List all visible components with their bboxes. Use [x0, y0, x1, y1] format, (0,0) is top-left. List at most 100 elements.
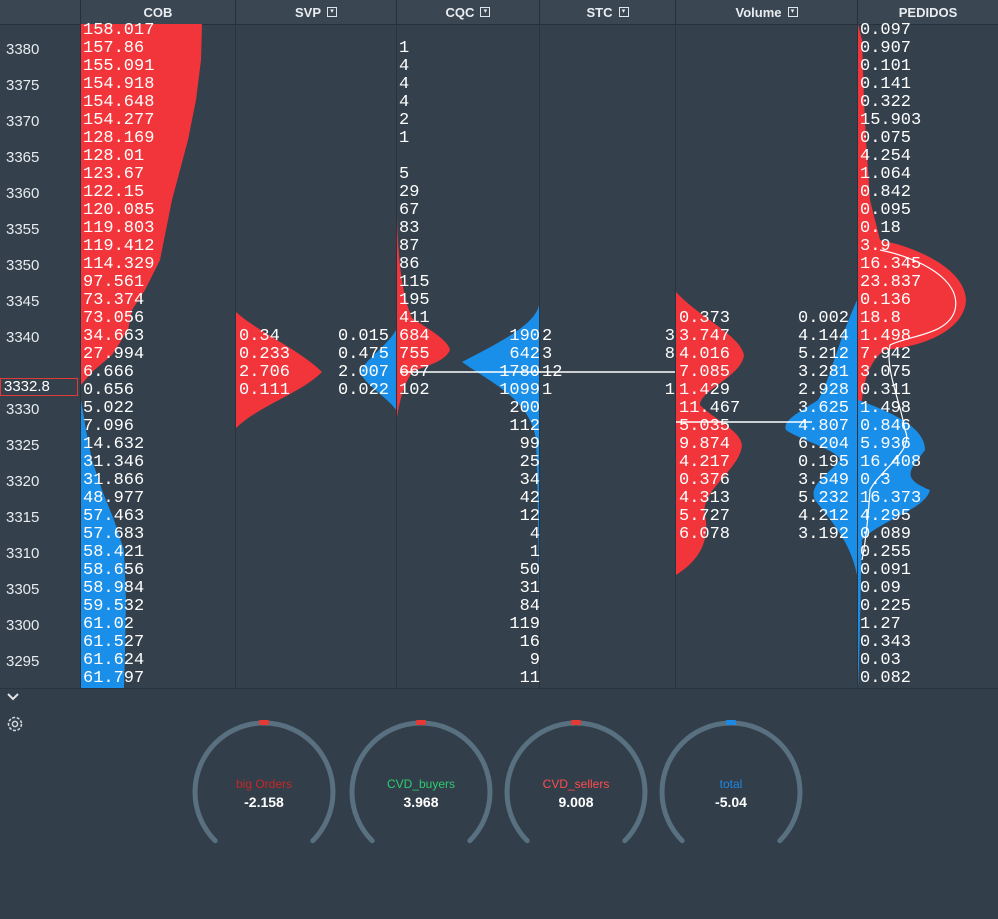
- svp-sell-value: 2.706: [239, 363, 291, 382]
- cqc-value: 755: [399, 345, 430, 364]
- stc-value: 11: [519, 669, 540, 688]
- stc-value: 25: [519, 453, 540, 472]
- cob-value: 61.624: [83, 651, 145, 670]
- pedidos-value: 0.095: [860, 201, 912, 220]
- header-stc[interactable]: STC ▾: [539, 0, 675, 24]
- cob-value: 73.056: [83, 309, 145, 328]
- pedidos-value: 1.498: [860, 327, 912, 346]
- gauge-value: -2.158: [244, 794, 284, 810]
- svp-buy-profile: [360, 330, 396, 410]
- column-menu-icon[interactable]: ▾: [618, 7, 629, 17]
- pedidos-value: 0.101: [860, 57, 912, 76]
- svp-sell-profile: [236, 312, 322, 428]
- header-cqc[interactable]: CQC ▾: [396, 0, 539, 24]
- cob-value: 154.277: [83, 111, 155, 130]
- column-menu-icon[interactable]: ▾: [787, 7, 798, 17]
- pedidos-buy-profile: [858, 400, 930, 688]
- gauge-title: big Orders: [235, 777, 293, 791]
- cqc-value: 1: [399, 129, 410, 148]
- cob-value: 122.15: [83, 183, 145, 202]
- pedidos-outline: [861, 249, 957, 561]
- cob-value: 119.803: [83, 219, 155, 238]
- volume-prefix-value: 1: [664, 381, 675, 400]
- column-menu-icon[interactable]: ▾: [327, 7, 337, 17]
- volume-sell-value: 9.874: [679, 435, 731, 454]
- stc-value: 112: [509, 417, 540, 436]
- pedidos-value: 0.136: [860, 291, 912, 310]
- gauge: CVD_buyers 3.968: [346, 716, 496, 851]
- stc-value: 1: [529, 543, 540, 562]
- column-menu-icon[interactable]: ▾: [480, 7, 491, 17]
- chevron-down-icon[interactable]: [5, 690, 21, 704]
- stc-side-value: 12: [542, 363, 563, 382]
- cqc-value: 115: [399, 273, 430, 292]
- pedidos-value: 0.097: [860, 21, 912, 40]
- cob-value: 114.329: [83, 255, 155, 274]
- price-label: 3315: [6, 509, 40, 526]
- volume-prefix-value: 3: [664, 327, 675, 346]
- stc-value: 50: [519, 561, 540, 580]
- pedidos-value: 0.18: [860, 219, 901, 238]
- cob-value: 123.67: [83, 165, 145, 184]
- cob-value: 157.86: [83, 39, 145, 58]
- cob-value: 58.421: [83, 543, 145, 562]
- pedidos-value: 5.936: [860, 435, 912, 454]
- gauge: big Orders -2.158: [189, 716, 339, 851]
- price-label: 3325: [6, 437, 40, 454]
- volume-buy-value: 4.212: [798, 507, 850, 526]
- stc-value: 84: [519, 597, 540, 616]
- pedidos-value: 1.27: [860, 615, 901, 634]
- volume-buy-value: 0.002: [798, 309, 850, 328]
- gauge-arc: [504, 720, 648, 844]
- price-label: 3365: [6, 149, 40, 166]
- header-svp[interactable]: SVP ▾: [235, 0, 396, 24]
- gauge-arc: [192, 720, 336, 844]
- stc-value: 200: [509, 399, 540, 418]
- cob-value: 31.346: [83, 453, 145, 472]
- header-cob[interactable]: COB: [80, 0, 235, 24]
- volume-buy-value: 4.144: [798, 327, 850, 346]
- cob-value: 119.412: [83, 237, 155, 256]
- stc-value: 119: [509, 615, 540, 634]
- header-volume[interactable]: Volume ▾: [675, 0, 857, 24]
- pedidos-value: 0.141: [860, 75, 912, 94]
- gauge-value: -5.04: [715, 794, 747, 810]
- price-label: 3355: [6, 221, 40, 238]
- volume-buy-value: 6.204: [798, 435, 850, 454]
- cob-value: 0.656: [83, 381, 135, 400]
- volume-sell-value: 4.016: [679, 345, 731, 364]
- cob-value: 128.01: [83, 147, 145, 166]
- svp-buy-value: 0.022: [338, 381, 390, 400]
- price-label: 3345: [6, 293, 40, 310]
- gear-icon[interactable]: [5, 714, 25, 734]
- svp-sell-value: 0.111: [239, 381, 291, 400]
- header-pedidos[interactable]: PEDIDOS: [857, 0, 998, 24]
- stc-side-value: 1: [542, 381, 553, 400]
- cqc-value: 4: [399, 75, 410, 94]
- volume-sell-value: 4.217: [679, 453, 731, 472]
- pedidos-value: 0.091: [860, 561, 912, 580]
- cqc-value: 83: [399, 219, 420, 238]
- pedidos-value: 0.343: [860, 633, 912, 652]
- gauge-marker: [416, 720, 426, 725]
- volume-sell-value: 5.035: [679, 417, 731, 436]
- profile-shapes: [81, 24, 966, 688]
- volume-prefix-value: 8: [664, 345, 675, 364]
- column-separator: [675, 24, 676, 688]
- price-label: 3300: [6, 617, 40, 634]
- cob-value: 57.683: [83, 525, 145, 544]
- cob-buy-profile: [81, 400, 126, 688]
- gauge-arc: [659, 720, 803, 844]
- volume-buy-value: 4.807: [798, 417, 850, 436]
- gauge-title: total: [719, 777, 743, 791]
- gauge: total -5.04: [656, 716, 806, 851]
- price-label: 3310: [6, 545, 40, 562]
- cob-value: 58.984: [83, 579, 145, 598]
- stc-value: 642: [509, 345, 540, 364]
- pedidos-value: 16.345: [860, 255, 922, 274]
- svp-sell-value: 0.233: [239, 345, 291, 364]
- cob-value: 154.648: [83, 93, 155, 112]
- pedidos-value: 0.907: [860, 39, 912, 58]
- column-separator: [539, 24, 540, 688]
- pedidos-value: 3.075: [860, 363, 912, 382]
